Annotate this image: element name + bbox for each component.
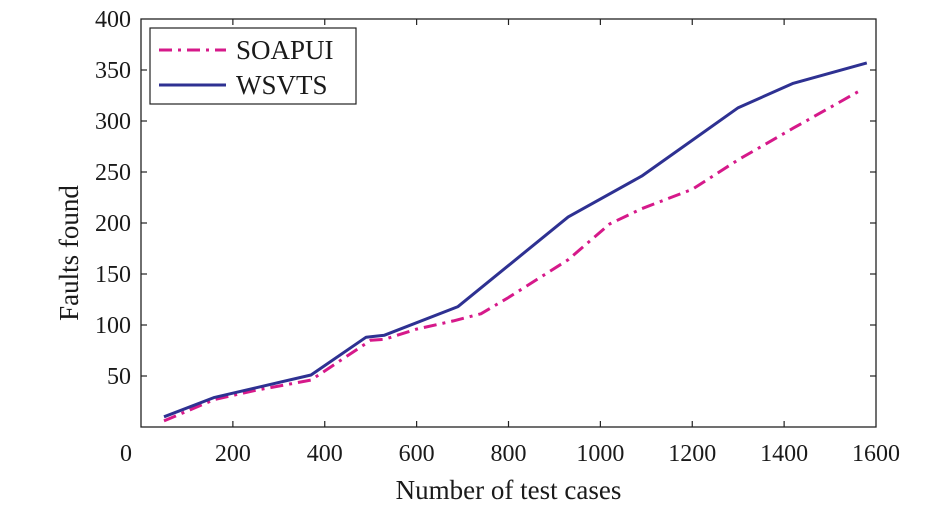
legend-label-soapui: SOAPUI — [236, 35, 334, 65]
x-tick-label: 1000 — [576, 441, 624, 467]
legend-box — [149, 27, 357, 105]
series-layer — [163, 61, 868, 423]
x-tick-label: 600 — [399, 441, 435, 467]
y-axis: 50 100 150 200 250 300 350 400 — [95, 7, 876, 390]
y-tick-label: 100 — [95, 313, 131, 339]
y-tick-label: 150 — [95, 262, 131, 288]
x-tick-label: 400 — [307, 441, 343, 467]
y-axis-label: Faults found — [54, 185, 84, 321]
y-tick-label: 200 — [95, 211, 131, 237]
x-tick-label: 1600 — [852, 441, 900, 467]
series-line-soapui — [163, 88, 863, 423]
x-axis: 0 200 400 600 800 1000 1200 1400 1600 — [120, 19, 900, 467]
x-tick-label: 800 — [491, 441, 527, 467]
y-tick-label: 400 — [95, 7, 131, 33]
legend-label-wsvts: WSVTS — [236, 70, 328, 100]
x-tick-label: 1200 — [668, 441, 716, 467]
x-tick-label: 200 — [215, 441, 251, 467]
y-tick-label: 250 — [95, 160, 131, 186]
y-tick-label: 50 — [107, 364, 131, 390]
legend: SOAPUI WSVTS — [149, 27, 357, 105]
y-tick-label: 300 — [95, 109, 131, 135]
y-tick-label: 350 — [95, 58, 131, 84]
x-axis-label: Number of test cases — [396, 475, 622, 505]
series-line-wsvts — [163, 61, 868, 419]
x-tick-label: 0 — [120, 441, 132, 467]
x-tick-label: 1400 — [760, 441, 808, 467]
